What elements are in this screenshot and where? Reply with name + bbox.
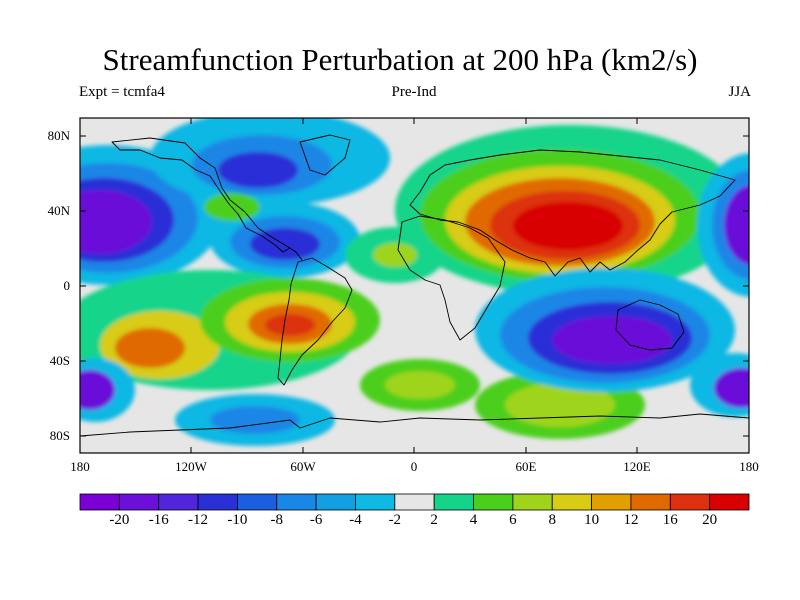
lon-tick-120w: 120W: [175, 459, 207, 474]
lat-tick-80s: 80S: [49, 428, 70, 443]
colorbar-swatch: [551, 493, 592, 511]
colorbar-label: 20: [702, 512, 718, 528]
colorbar: [79, 493, 750, 511]
plot-title: Streamfunction Perturbation at 200 hPa (…: [102, 42, 698, 77]
contour-satl-high-4: [265, 314, 315, 336]
colorbar-label: -16: [148, 512, 169, 528]
colorbar-label: 2: [430, 512, 438, 528]
colorbar-label: 12: [623, 512, 639, 528]
colorbar-label: 10: [584, 512, 600, 528]
colorbar-swatch: [669, 493, 711, 511]
contour-ant-low-2: [210, 406, 300, 434]
colorbar-label: 16: [662, 512, 678, 528]
colorbar-label: 6: [509, 512, 517, 528]
lon-tick-0: 0: [410, 459, 418, 474]
experiment-label: Expt = tcmfa4: [79, 84, 165, 100]
contour-field: [80, 118, 749, 453]
colorbar-swatch: [591, 493, 632, 511]
coast-eurasia: [409, 149, 736, 277]
contour-se-low-2: [714, 368, 749, 408]
colorbar-label: 4: [469, 512, 478, 528]
colorbar-swatch: [315, 493, 356, 511]
contour-dateline-n-low-3: [724, 185, 749, 265]
colorbar-swatch: [276, 493, 317, 511]
colorbar-swatch: [118, 493, 160, 511]
colorbar-label: -20: [109, 512, 130, 528]
colorbar-swatch: [433, 493, 474, 511]
colorbar-label: 8: [548, 512, 556, 528]
coast-north-america: [111, 137, 303, 261]
contour-aus-low-4: [552, 316, 672, 364]
colorbar-label: -6: [309, 512, 323, 528]
coast-africa: [397, 215, 506, 341]
colorbar-swatch: [158, 493, 199, 511]
colorbar-swatch: [394, 493, 435, 511]
colorbar-swatch: [473, 493, 514, 511]
contour-so-high-2: [385, 371, 455, 399]
contour-spac-high-3: [115, 328, 185, 368]
colorbar-label: -12: [188, 512, 209, 528]
colorbar-swatch: [237, 493, 278, 511]
coast-antarctica: [80, 413, 749, 437]
colorbar-swatch: [709, 493, 750, 511]
coastlines: [80, 134, 749, 437]
colorbar-swatch: [79, 493, 120, 511]
season-label: JJA: [728, 84, 751, 100]
lat-tick-40n: 40N: [47, 203, 70, 218]
colorbar-label: -10: [227, 512, 248, 528]
colorbar-swatch: [355, 493, 396, 511]
colorbar-swatch: [512, 493, 553, 511]
axis-ticks: [80, 118, 749, 453]
lat-tick-40s: 40S: [49, 353, 70, 368]
colorbar-swatch: [197, 493, 238, 511]
coast-south-america: [277, 257, 353, 386]
contour-atl-band-2: [373, 243, 417, 267]
colorbar-label: -2: [388, 512, 402, 528]
lat-tick-eq: 0: [63, 278, 71, 293]
lon-tick-180e: 180: [739, 459, 759, 474]
contour-asia-high-6: [513, 202, 623, 250]
lat-tick-80n: 80N: [47, 128, 70, 143]
coast-australia: [615, 299, 685, 351]
colorbar-label: -4: [349, 512, 362, 528]
contour-carib-low-3: [250, 228, 320, 260]
lon-tick-120e: 120E: [623, 459, 651, 474]
contour-canada-low-3: [218, 152, 298, 188]
period-label: Pre-Ind: [391, 84, 437, 100]
colorbar-label: -8: [270, 512, 284, 528]
colorbar-swatch: [630, 493, 671, 511]
contour-sw-low-2: [80, 370, 115, 410]
lon-tick-60e: 60E: [515, 459, 537, 474]
contour-npac-low-4: [80, 190, 152, 254]
lon-tick-180w: 180: [70, 459, 90, 474]
lon-tick-60w: 60W: [290, 459, 316, 474]
coast-greenland: [299, 134, 351, 176]
